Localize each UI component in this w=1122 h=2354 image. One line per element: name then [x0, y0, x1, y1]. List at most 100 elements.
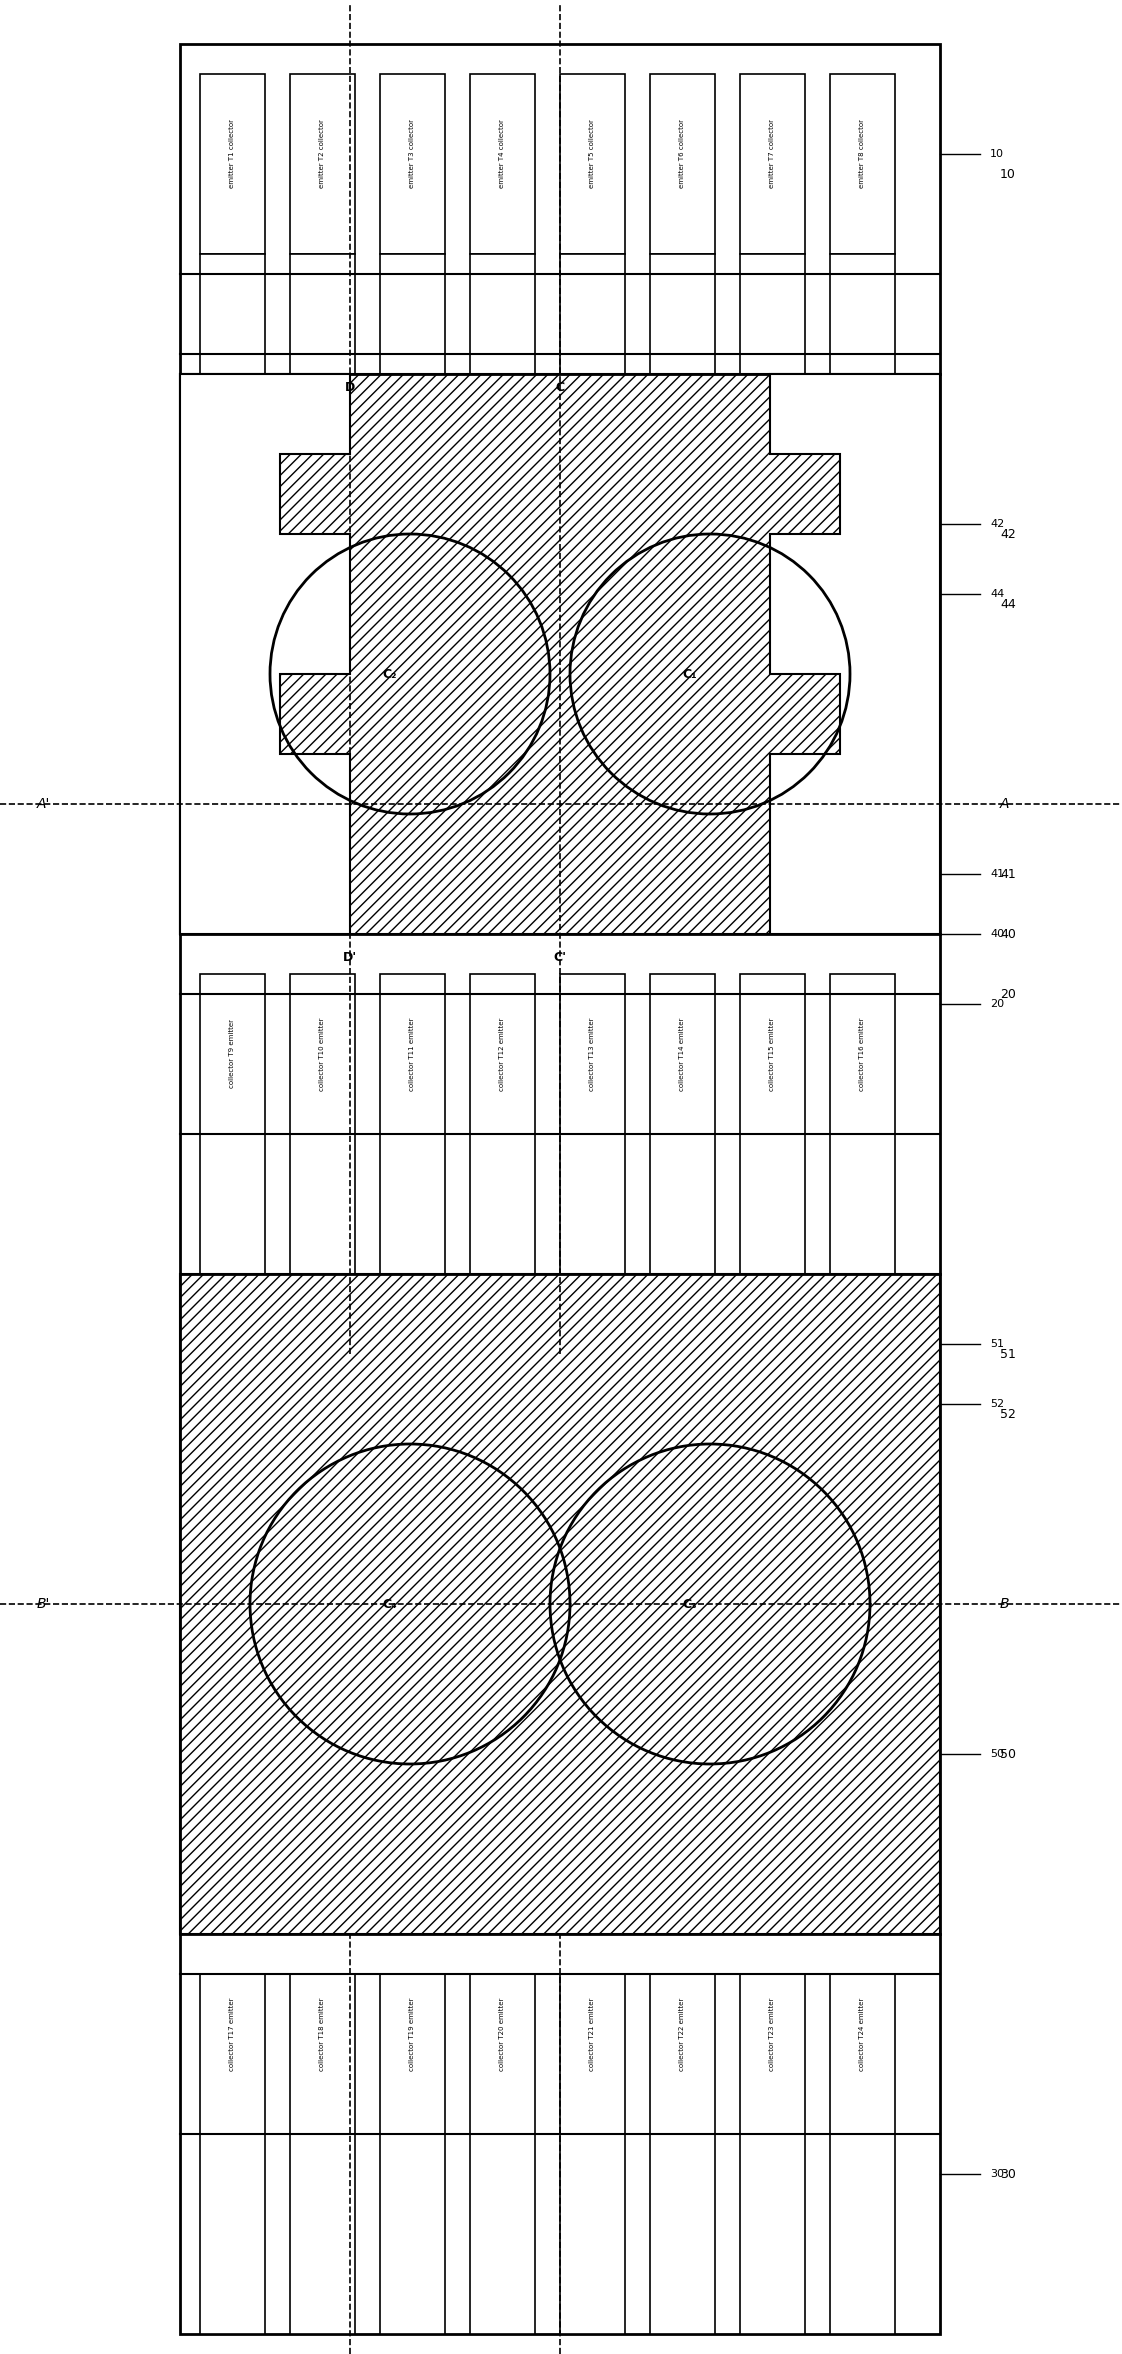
Text: 50: 50	[990, 1749, 1004, 1758]
Bar	[650, 975, 715, 1135]
Text: 41: 41	[990, 869, 1004, 878]
Bar	[289, 1135, 355, 1274]
Bar	[560, 2135, 625, 2335]
Text: C: C	[555, 381, 564, 393]
Text: collector T10 emitter: collector T10 emitter	[320, 1017, 325, 1090]
Text: 52: 52	[1000, 1408, 1015, 1419]
Text: A': A'	[37, 798, 50, 812]
Text: 42: 42	[990, 518, 1004, 530]
Text: 20: 20	[990, 998, 1004, 1010]
Text: 10: 10	[990, 148, 1004, 160]
Bar	[560, 1975, 625, 2135]
Bar	[650, 2135, 715, 2335]
Bar	[200, 254, 265, 374]
Text: 51: 51	[990, 1339, 1004, 1349]
Bar	[741, 2135, 804, 2335]
Text: emitter T3 collector: emitter T3 collector	[410, 120, 415, 188]
Bar	[200, 2135, 265, 2335]
Text: C₁: C₁	[682, 669, 697, 680]
Bar	[289, 1975, 355, 2135]
Text: emitter T1 collector: emitter T1 collector	[230, 120, 236, 188]
Bar	[380, 1135, 445, 1274]
Bar	[830, 1975, 895, 2135]
Bar	[470, 1975, 535, 2135]
Text: emitter T2 collector: emitter T2 collector	[320, 120, 325, 188]
Bar	[741, 975, 804, 1135]
Bar	[200, 1135, 265, 1274]
Text: C₄: C₄	[383, 1598, 397, 1610]
Polygon shape	[180, 374, 350, 935]
Bar	[830, 1135, 895, 1274]
Bar	[741, 73, 804, 254]
Bar	[380, 73, 445, 254]
Text: 50: 50	[1000, 1747, 1017, 1761]
Bar	[741, 1135, 804, 1274]
Bar	[380, 254, 445, 374]
Bar	[470, 254, 535, 374]
Text: 30: 30	[990, 2168, 1004, 2180]
Polygon shape	[770, 374, 940, 935]
Text: B: B	[1000, 1596, 1010, 1610]
Bar	[470, 975, 535, 1135]
Text: collector T16 emitter: collector T16 emitter	[859, 1017, 865, 1090]
Text: collector T18 emitter: collector T18 emitter	[320, 1996, 325, 2072]
Bar	[650, 1135, 715, 1274]
Text: D': D'	[343, 951, 357, 965]
Text: collector T22 emitter: collector T22 emitter	[680, 1999, 686, 2072]
Text: 40: 40	[1000, 927, 1015, 942]
Bar	[741, 1975, 804, 2135]
Bar	[180, 1274, 940, 1935]
Text: C₂: C₂	[383, 669, 397, 680]
Bar	[180, 45, 940, 374]
Bar	[180, 374, 940, 935]
Text: collector T12 emitter: collector T12 emitter	[499, 1017, 506, 1090]
Bar	[200, 1975, 265, 2135]
Text: 51: 51	[1000, 1346, 1015, 1361]
Bar	[289, 73, 355, 254]
Text: emitter T6 collector: emitter T6 collector	[680, 120, 686, 188]
Text: 10: 10	[1000, 167, 1015, 181]
Text: A: A	[1000, 798, 1010, 812]
Bar	[289, 2135, 355, 2335]
Text: 42: 42	[1000, 527, 1015, 541]
Text: 52: 52	[990, 1398, 1004, 1410]
Bar	[830, 2135, 895, 2335]
Text: collector T11 emitter: collector T11 emitter	[410, 1017, 415, 1090]
Text: D: D	[344, 381, 356, 393]
Text: emitter T7 collector: emitter T7 collector	[770, 120, 775, 188]
Text: B': B'	[37, 1596, 50, 1610]
Bar	[650, 73, 715, 254]
Text: 30: 30	[1000, 2168, 1015, 2180]
Text: collector T21 emitter: collector T21 emitter	[589, 1996, 596, 2072]
Bar	[470, 73, 535, 254]
Text: 40: 40	[990, 930, 1004, 939]
Bar	[560, 975, 625, 1135]
Text: 44: 44	[1000, 598, 1015, 610]
Text: 41: 41	[1000, 869, 1015, 880]
Text: collector T19 emitter: collector T19 emitter	[410, 1996, 415, 2072]
Bar	[650, 1975, 715, 2135]
Bar	[830, 254, 895, 374]
Bar	[380, 975, 445, 1135]
Text: 20: 20	[1000, 986, 1015, 1000]
Bar	[200, 73, 265, 254]
Bar	[180, 1274, 940, 1935]
Text: collector T17 emitter: collector T17 emitter	[230, 1996, 236, 2072]
Bar	[560, 73, 625, 254]
Text: 44: 44	[990, 588, 1004, 598]
Text: emitter T4 collector: emitter T4 collector	[499, 120, 506, 188]
Text: collector T15 emitter: collector T15 emitter	[770, 1017, 775, 1090]
Bar	[830, 73, 895, 254]
Text: emitter T8 collector: emitter T8 collector	[859, 120, 865, 188]
Bar	[830, 975, 895, 1135]
Bar	[180, 374, 940, 935]
Bar	[380, 1975, 445, 2135]
Text: collector T24 emitter: collector T24 emitter	[859, 1999, 865, 2072]
Bar	[180, 935, 940, 1274]
Bar	[470, 2135, 535, 2335]
Bar	[200, 975, 265, 1135]
Bar	[470, 1135, 535, 1274]
Bar	[289, 975, 355, 1135]
Text: C': C'	[553, 951, 567, 965]
Bar	[380, 2135, 445, 2335]
